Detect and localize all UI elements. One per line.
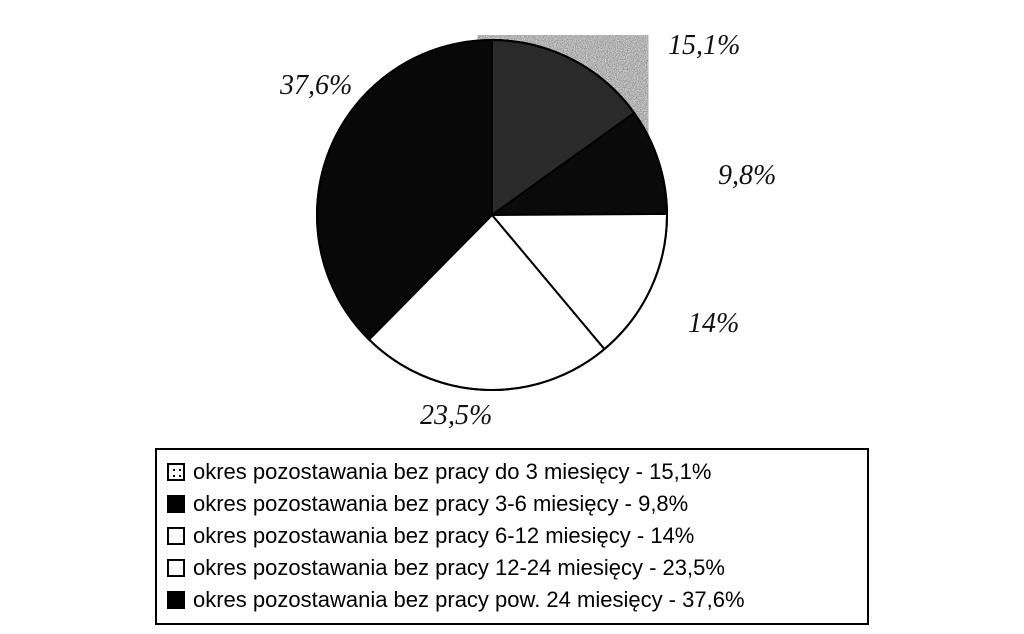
pie-chart (312, 35, 672, 395)
slice-label-6-12: 14% (688, 308, 739, 340)
legend-swatch-black-icon (167, 591, 185, 609)
legend-swatch-white-icon (167, 559, 185, 577)
slice-label-12-24: 23,5% (420, 400, 492, 432)
legend-item: okres pozostawania bez pracy pow. 24 mie… (167, 584, 857, 616)
legend-text: okres pozostawania bez pracy 12-24 miesi… (193, 552, 725, 584)
legend-swatch-black-icon (167, 495, 185, 513)
legend: okres pozostawania bez pracy do 3 miesię… (155, 448, 869, 625)
slice-label-do3: 15,1% (668, 30, 740, 62)
legend-item: okres pozostawania bez pracy 3-6 miesięc… (167, 488, 857, 520)
legend-swatch-dotted-icon (167, 463, 185, 481)
legend-text: okres pozostawania bez pracy 6-12 miesię… (193, 520, 694, 552)
legend-text: okres pozostawania bez pracy do 3 miesię… (193, 456, 711, 488)
legend-item: okres pozostawania bez pracy 6-12 miesię… (167, 520, 857, 552)
legend-item: okres pozostawania bez pracy 12-24 miesi… (167, 552, 857, 584)
pie-chart-area: 15,1% 9,8% 14% 23,5% 37,6% (0, 0, 1024, 440)
legend-swatch-white-icon (167, 527, 185, 545)
slice-label-3-6: 9,8% (718, 160, 776, 192)
slice-label-pow24: 37,6% (280, 70, 352, 102)
legend-text: okres pozostawania bez pracy 3-6 miesięc… (193, 488, 688, 520)
legend-text: okres pozostawania bez pracy pow. 24 mie… (193, 584, 745, 616)
legend-item: okres pozostawania bez pracy do 3 miesię… (167, 456, 857, 488)
